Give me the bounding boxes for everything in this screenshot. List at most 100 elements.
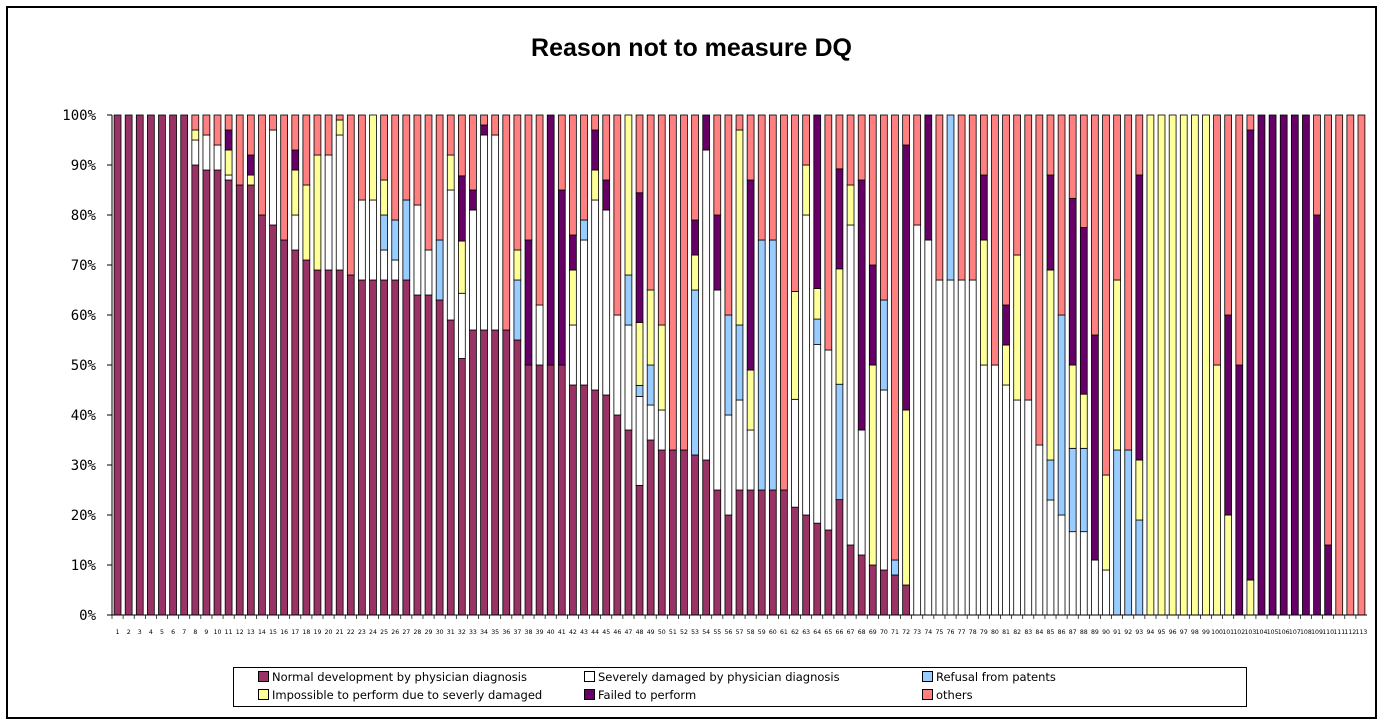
bar-stack (868, 114, 877, 616)
bar-stack (802, 114, 810, 616)
bar-stack (1046, 114, 1055, 616)
bar-stack (1024, 114, 1033, 616)
bar-segment (1124, 449, 1133, 616)
bar-segment (1335, 114, 1344, 616)
bar-segment (335, 269, 344, 616)
x-tick-label: 3 (138, 629, 142, 636)
bar-stack (291, 114, 300, 616)
x-tick-label: 110 (1322, 629, 1334, 636)
x-tick-label: 64 (813, 629, 821, 636)
bar-segment (946, 279, 955, 616)
bar-segment (1113, 449, 1121, 616)
bar-segment (391, 279, 400, 616)
x-tick-label: 49 (647, 629, 655, 636)
bar-segment (1102, 569, 1110, 616)
bar-segment (324, 114, 333, 156)
x-tick-label: 111 (1333, 629, 1345, 636)
x-tick-label: 78 (969, 629, 977, 636)
bar-segment (702, 459, 711, 616)
x-tick-label: 63 (802, 629, 810, 636)
bar-segment (269, 114, 277, 131)
bar-segment (1079, 531, 1088, 616)
bar-stack (891, 114, 899, 616)
x-tick-label: 112 (1344, 629, 1356, 636)
bar-stack (191, 114, 200, 616)
bar-segment (1324, 544, 1332, 616)
bar-segment (791, 506, 799, 616)
bar-segment (757, 114, 766, 241)
bar-segment (258, 214, 266, 616)
bar-segment (380, 279, 388, 616)
legend-swatch (258, 671, 269, 682)
x-tick-label: 24 (369, 629, 377, 636)
bar-segment (1091, 334, 1099, 561)
bar-segment (569, 114, 577, 236)
x-tick-label: 48 (636, 629, 644, 636)
bar-segment (935, 279, 944, 616)
bar-stack (991, 114, 999, 616)
x-tick-label: 19 (314, 629, 322, 636)
bar-segment (580, 114, 588, 221)
bar-segment (346, 114, 355, 276)
bar-segment (1079, 114, 1088, 228)
bar-segment (224, 149, 233, 176)
x-tick-label: 101 (1222, 629, 1234, 636)
bar-stack (1324, 114, 1332, 616)
bar-segment (1046, 269, 1055, 461)
bar-stack (935, 114, 944, 616)
bar-segment (713, 489, 722, 616)
bar-segment (513, 249, 522, 281)
bar-stack (791, 114, 799, 616)
bar-segment (435, 114, 444, 241)
bar-segment (302, 114, 311, 186)
bar-segment (735, 114, 744, 131)
bar-segment (857, 554, 866, 616)
bar-segment (191, 129, 200, 141)
bar-segment (657, 324, 666, 411)
bar-segment (480, 329, 488, 616)
bar-segment (1002, 304, 1010, 346)
bar-segment (868, 364, 877, 566)
bar-segment (446, 319, 455, 616)
x-tick-label: 31 (447, 629, 455, 636)
bar-stack (1246, 114, 1255, 616)
bar-stack (302, 114, 311, 616)
x-tick-label: 61 (780, 629, 788, 636)
bar-segment (691, 289, 699, 456)
bar-segment (1079, 227, 1088, 395)
bar-stack (746, 114, 755, 616)
bar-segment (580, 384, 588, 616)
x-tick-label: 23 (358, 629, 366, 636)
bar-segment (591, 129, 599, 171)
bar-segment (1168, 114, 1177, 616)
bar-segment (757, 239, 766, 491)
bar-segment (535, 114, 544, 306)
bar-stack (1257, 114, 1266, 616)
bar-segment (1313, 214, 1321, 616)
bar-segment (891, 114, 899, 561)
bar-segment (857, 179, 866, 431)
bar-stack (1191, 114, 1199, 616)
bar-segment (768, 239, 777, 491)
x-tick-label: 14 (258, 629, 266, 636)
x-tick-label: 55 (713, 629, 721, 636)
bar-segment (957, 279, 966, 616)
bar-segment (891, 559, 899, 576)
x-tick-label: 32 (458, 629, 466, 636)
bar-segment (635, 322, 644, 386)
bar-stack (702, 114, 711, 616)
x-tick-label: 100 (1211, 629, 1223, 636)
bar-segment (1013, 114, 1021, 256)
bar-segment (557, 114, 566, 191)
bar-segment (569, 234, 577, 271)
bar-segment (724, 314, 733, 416)
bar-segment (224, 174, 233, 181)
bar-segment (424, 114, 433, 251)
bar-segment (835, 168, 844, 270)
bar-segment (968, 114, 977, 281)
legend: Normal development by physician diagnosi… (233, 667, 1247, 707)
bar-segment (1079, 393, 1088, 449)
bar-segment (580, 219, 588, 241)
bar-segment (191, 139, 200, 166)
bar-segment (224, 114, 233, 131)
